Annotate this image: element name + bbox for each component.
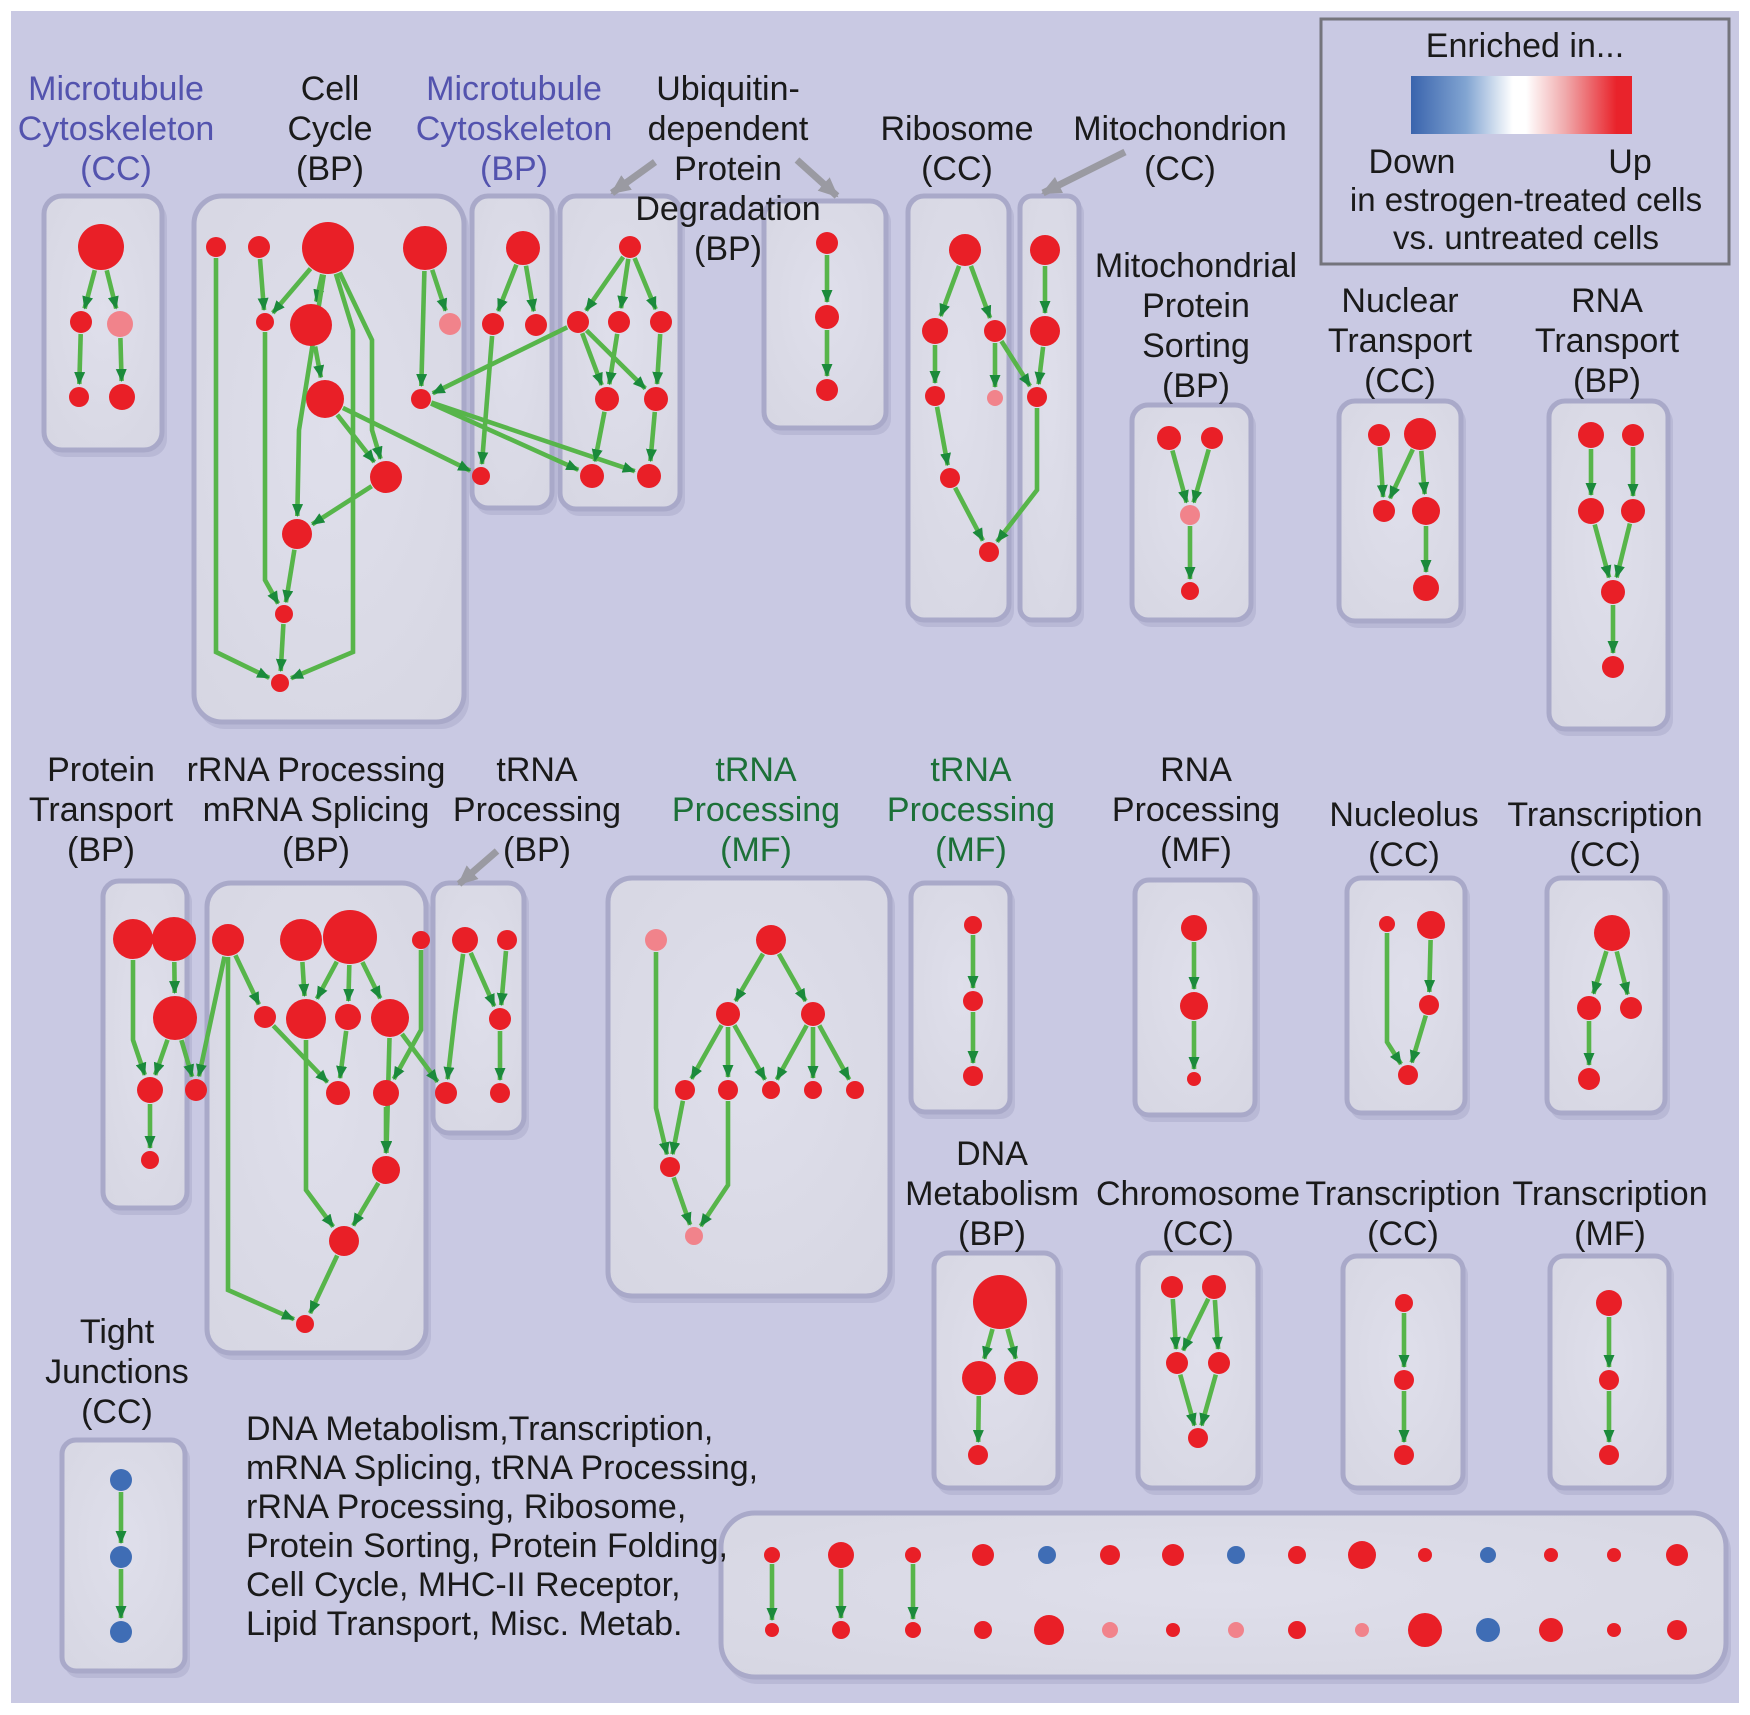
svg-text:rRNA Processing, Ribosome,: rRNA Processing, Ribosome, bbox=[246, 1488, 686, 1526]
svg-text:Cell: Cell bbox=[301, 70, 360, 108]
svg-text:Processing: Processing bbox=[672, 791, 840, 829]
svg-text:(CC): (CC) bbox=[1569, 836, 1641, 874]
svg-text:tRNA: tRNA bbox=[930, 751, 1012, 789]
svg-text:Junctions: Junctions bbox=[45, 1353, 189, 1391]
svg-text:vs. untreated cells: vs. untreated cells bbox=[1393, 219, 1659, 256]
svg-text:Transport: Transport bbox=[29, 791, 174, 829]
svg-text:Enriched in...: Enriched in... bbox=[1426, 27, 1624, 65]
svg-text:Processing: Processing bbox=[887, 791, 1055, 829]
svg-text:rRNA Processing: rRNA Processing bbox=[187, 751, 446, 789]
svg-text:mRNA Splicing: mRNA Splicing bbox=[203, 791, 430, 829]
svg-text:Microtubule: Microtubule bbox=[426, 70, 602, 108]
svg-text:(CC): (CC) bbox=[1364, 362, 1436, 400]
svg-text:(MF): (MF) bbox=[935, 831, 1007, 869]
svg-text:Metabolism: Metabolism bbox=[905, 1175, 1079, 1213]
svg-text:Tight: Tight bbox=[80, 1313, 155, 1351]
svg-text:Transport: Transport bbox=[1535, 322, 1680, 360]
svg-text:RNA: RNA bbox=[1571, 282, 1643, 320]
svg-text:Processing: Processing bbox=[1112, 791, 1280, 829]
svg-text:Transcription: Transcription bbox=[1512, 1175, 1707, 1213]
svg-text:(CC): (CC) bbox=[1144, 150, 1216, 188]
svg-text:DNA Metabolism,Transcription,: DNA Metabolism,Transcription, bbox=[246, 1410, 713, 1448]
svg-text:(MF): (MF) bbox=[720, 831, 792, 869]
svg-text:(BP): (BP) bbox=[282, 831, 350, 869]
svg-text:Cell Cycle, MHC-II Receptor,: Cell Cycle, MHC-II Receptor, bbox=[246, 1566, 681, 1604]
svg-text:Protein: Protein bbox=[47, 751, 155, 789]
svg-text:(BP): (BP) bbox=[296, 150, 364, 188]
svg-text:Cycle: Cycle bbox=[287, 110, 372, 148]
svg-text:Ubiquitin-: Ubiquitin- bbox=[656, 70, 800, 108]
svg-text:Protein: Protein bbox=[674, 150, 782, 188]
svg-text:Cytoskeleton: Cytoskeleton bbox=[18, 110, 215, 148]
svg-text:Microtubule: Microtubule bbox=[28, 70, 204, 108]
svg-text:Protein: Protein bbox=[1142, 287, 1250, 325]
svg-text:Mitochondrial: Mitochondrial bbox=[1095, 247, 1297, 285]
svg-text:(BP): (BP) bbox=[1573, 362, 1641, 400]
svg-text:Sorting: Sorting bbox=[1142, 327, 1250, 365]
svg-text:(BP): (BP) bbox=[503, 831, 571, 869]
svg-text:Transcription: Transcription bbox=[1305, 1175, 1500, 1213]
svg-text:(MF): (MF) bbox=[1574, 1215, 1646, 1253]
svg-text:(CC): (CC) bbox=[1367, 1215, 1439, 1253]
svg-text:(BP): (BP) bbox=[1162, 367, 1230, 405]
svg-text:Chromosome: Chromosome bbox=[1096, 1175, 1300, 1213]
svg-text:(CC): (CC) bbox=[1162, 1215, 1234, 1253]
svg-text:Nucleolus: Nucleolus bbox=[1329, 796, 1478, 834]
svg-text:(BP): (BP) bbox=[958, 1215, 1026, 1253]
svg-text:Cytoskeleton: Cytoskeleton bbox=[416, 110, 613, 148]
svg-text:tRNA: tRNA bbox=[496, 751, 578, 789]
svg-text:tRNA: tRNA bbox=[715, 751, 797, 789]
svg-text:(BP): (BP) bbox=[694, 230, 762, 268]
svg-text:Processing: Processing bbox=[453, 791, 621, 829]
svg-text:Protein Sorting, Protein Foldi: Protein Sorting, Protein Folding, bbox=[246, 1527, 728, 1565]
svg-text:Nuclear: Nuclear bbox=[1341, 282, 1458, 320]
svg-text:Transport: Transport bbox=[1328, 322, 1473, 360]
svg-text:Lipid Transport, Misc. Metab.: Lipid Transport, Misc. Metab. bbox=[246, 1605, 683, 1643]
svg-text:Transcription: Transcription bbox=[1507, 796, 1702, 834]
svg-text:DNA: DNA bbox=[956, 1135, 1028, 1173]
svg-text:(BP): (BP) bbox=[67, 831, 135, 869]
svg-text:Ribosome: Ribosome bbox=[880, 110, 1033, 148]
svg-text:Mitochondrion: Mitochondrion bbox=[1073, 110, 1287, 148]
svg-text:Down: Down bbox=[1369, 143, 1456, 181]
svg-text:in estrogen-treated cells: in estrogen-treated cells bbox=[1350, 181, 1702, 218]
svg-text:dependent: dependent bbox=[648, 110, 809, 148]
svg-text:Up: Up bbox=[1608, 143, 1651, 181]
svg-text:(BP): (BP) bbox=[480, 150, 548, 188]
svg-text:Degradation: Degradation bbox=[635, 190, 820, 228]
svg-text:mRNA Splicing, tRNA Processing: mRNA Splicing, tRNA Processing, bbox=[246, 1449, 758, 1487]
svg-text:(CC): (CC) bbox=[81, 1393, 153, 1431]
svg-text:(MF): (MF) bbox=[1160, 831, 1232, 869]
svg-text:RNA: RNA bbox=[1160, 751, 1232, 789]
svg-text:(CC): (CC) bbox=[921, 150, 993, 188]
svg-text:(CC): (CC) bbox=[1368, 836, 1440, 874]
svg-text:(CC): (CC) bbox=[80, 150, 152, 188]
